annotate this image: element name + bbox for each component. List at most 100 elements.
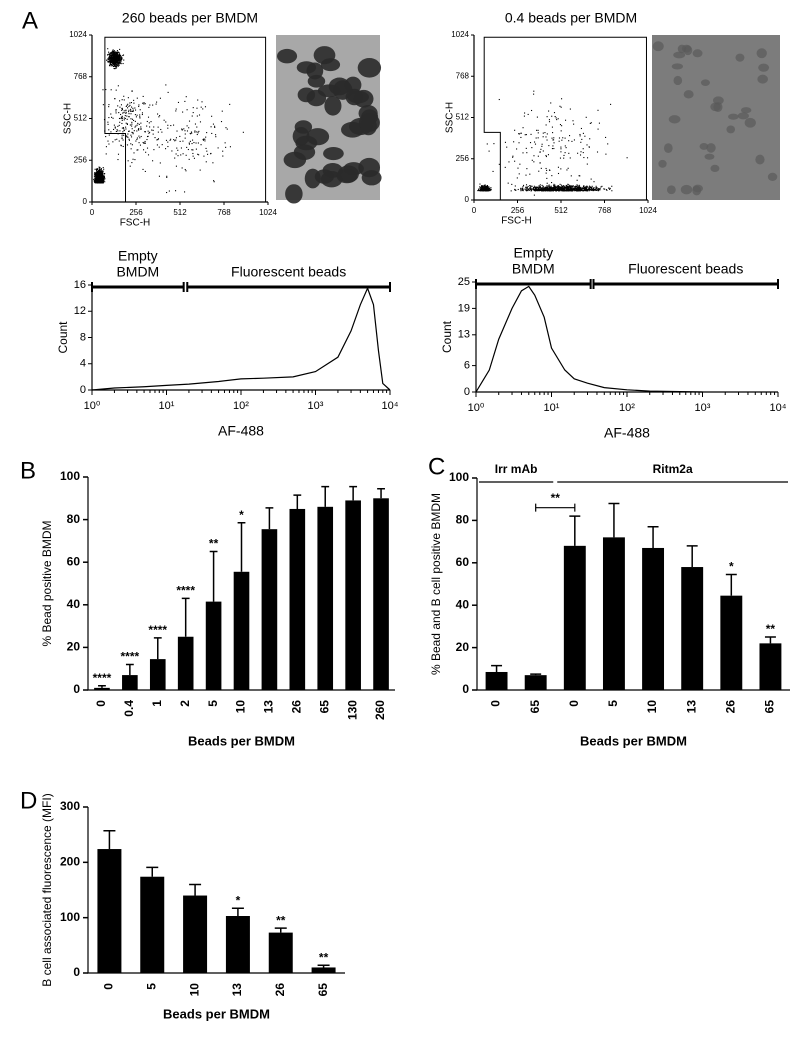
- cell: [692, 49, 703, 58]
- cell: [737, 112, 749, 120]
- event-dot: [101, 180, 103, 182]
- event-dot: [488, 189, 490, 191]
- event-dot: [103, 176, 105, 178]
- x-tick-label: 0: [472, 206, 477, 215]
- event-dot: [113, 58, 115, 60]
- event-dot: [127, 107, 129, 109]
- event-dot: [534, 143, 537, 145]
- x-tick-label: 0.4: [122, 700, 136, 717]
- event-dot: [600, 186, 602, 188]
- event-dot: [555, 186, 557, 188]
- cell: [712, 96, 724, 105]
- event-dot: [556, 189, 558, 192]
- event-dot: [110, 55, 112, 57]
- event-dot: [606, 189, 608, 191]
- event-dot: [95, 178, 97, 180]
- event-dot: [553, 187, 555, 189]
- event-dot: [533, 141, 536, 143]
- event-dot: [130, 136, 133, 138]
- event-dot: [98, 168, 100, 170]
- event-dot: [560, 148, 562, 150]
- event-dot: [566, 187, 568, 189]
- event-dot: [95, 176, 97, 178]
- event-dot: [115, 63, 117, 66]
- y-tick-label: 0: [464, 386, 470, 398]
- event-dot: [121, 127, 123, 129]
- event-dot: [123, 117, 125, 119]
- event-dot: [540, 167, 542, 169]
- event-dot: [553, 185, 556, 187]
- x-axis-label: Beads per BMDM: [188, 733, 295, 748]
- event-dot: [587, 190, 589, 192]
- event-dot: [106, 59, 108, 61]
- event-dot: [605, 136, 607, 138]
- bar: [268, 932, 293, 973]
- event-dot: [605, 189, 608, 191]
- event-dot: [113, 124, 115, 126]
- event-dot: [587, 189, 589, 191]
- event-dot: [118, 56, 120, 58]
- event-dot: [98, 180, 100, 183]
- event-dot: [520, 188, 522, 190]
- event-dot: [207, 153, 209, 155]
- event-dot: [537, 188, 539, 190]
- event-dot: [121, 135, 123, 137]
- event-dot: [584, 188, 587, 190]
- x-tick-label: 0: [90, 208, 95, 217]
- event-dot: [136, 130, 138, 132]
- x-tick-label: 10⁴: [382, 400, 399, 412]
- cell: [306, 89, 327, 107]
- event-dot: [191, 149, 193, 151]
- event-dot: [490, 187, 492, 189]
- event-dot: [110, 54, 112, 56]
- event-dot: [548, 184, 550, 186]
- event-dot: [591, 189, 593, 191]
- event-dot: [111, 57, 113, 59]
- event-dot: [113, 65, 115, 67]
- event-dot: [175, 110, 177, 112]
- x-tick-label: 0: [567, 700, 581, 707]
- event-dot: [114, 59, 116, 61]
- event-dot: [551, 189, 553, 191]
- event-dot: [560, 184, 563, 186]
- event-dot: [553, 147, 555, 150]
- error-bar: [274, 927, 287, 933]
- event-dot: [545, 155, 547, 158]
- x-tick-label: 10⁰: [84, 400, 101, 412]
- event-dot: [98, 171, 100, 173]
- event-dot: [564, 187, 566, 189]
- event-dot: [551, 115, 553, 117]
- event-dot: [214, 125, 216, 127]
- event-dot: [562, 185, 564, 187]
- gate: [104, 36, 267, 203]
- group-label: Ritm2a: [653, 462, 693, 476]
- event-dot: [572, 188, 574, 190]
- event-dot: [112, 53, 114, 55]
- event-dot: [94, 176, 96, 179]
- x-tick-label: 512: [554, 206, 568, 215]
- bar: [177, 636, 194, 690]
- event-dot: [108, 106, 110, 108]
- event-dot: [538, 189, 540, 191]
- event-dot: [588, 146, 590, 148]
- event-dot: [117, 153, 120, 155]
- event-dot: [229, 103, 231, 105]
- event-dot: [116, 52, 118, 54]
- event-dot: [97, 179, 99, 181]
- event-dot: [530, 185, 532, 187]
- event-dot: [156, 144, 158, 146]
- event-dot: [550, 186, 552, 188]
- event-dot: [128, 105, 130, 107]
- error-bar: [237, 522, 246, 572]
- event-dot: [167, 141, 169, 143]
- event-dot: [139, 137, 141, 139]
- event-dot: [107, 140, 109, 142]
- event-dot: [522, 184, 525, 186]
- significance: ****: [176, 584, 195, 598]
- event-dot: [577, 186, 579, 188]
- cell: [700, 79, 710, 86]
- x-tick-label: 10³: [308, 400, 324, 412]
- event-dot: [569, 108, 571, 110]
- event-dot: [103, 168, 105, 170]
- event-dot: [553, 189, 555, 191]
